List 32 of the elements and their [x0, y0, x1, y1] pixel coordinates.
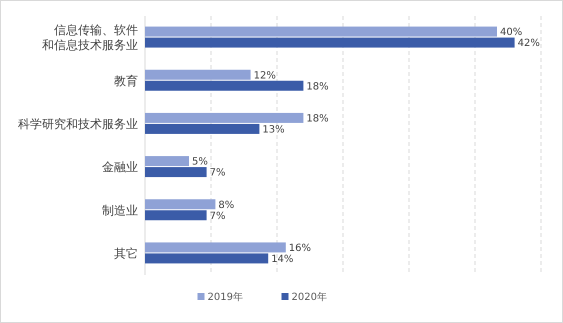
legend-label: 2019年	[208, 291, 243, 303]
data-label: 7%	[210, 210, 226, 222]
bar	[145, 112, 304, 123]
bar	[145, 26, 497, 37]
data-label: 14%	[271, 254, 294, 265]
y-tick-label: 信息传输、软件和信息技术服务业	[42, 23, 138, 52]
data-label: 12%	[254, 70, 276, 82]
bar	[145, 242, 286, 252]
legend-label: 2020年	[292, 291, 327, 303]
bar	[145, 70, 251, 80]
y-tick-label: 科学研究和技术服务业	[18, 116, 138, 131]
bar	[145, 210, 207, 220]
bar	[145, 38, 515, 48]
data-label: 16%	[288, 242, 312, 254]
data-label: 18%	[306, 81, 329, 92]
data-label: 18%	[306, 113, 329, 124]
y-tick-label: 其它	[114, 246, 138, 260]
bar	[145, 124, 260, 134]
bar	[145, 167, 207, 178]
bar	[145, 253, 268, 264]
data-label: 5%	[192, 156, 208, 168]
data-label: 42%	[518, 38, 540, 50]
bar	[145, 80, 304, 91]
y-tick-label: 制造业	[102, 203, 138, 218]
bar	[145, 156, 189, 166]
data-label: 40%	[500, 27, 522, 38]
y-tick-label: 教育	[114, 74, 138, 88]
y-tick-label: 金融业	[102, 160, 138, 174]
data-label: 13%	[262, 124, 285, 136]
bar	[145, 199, 216, 210]
data-label: 8%	[218, 200, 234, 211]
data-label: 7%	[210, 168, 226, 179]
